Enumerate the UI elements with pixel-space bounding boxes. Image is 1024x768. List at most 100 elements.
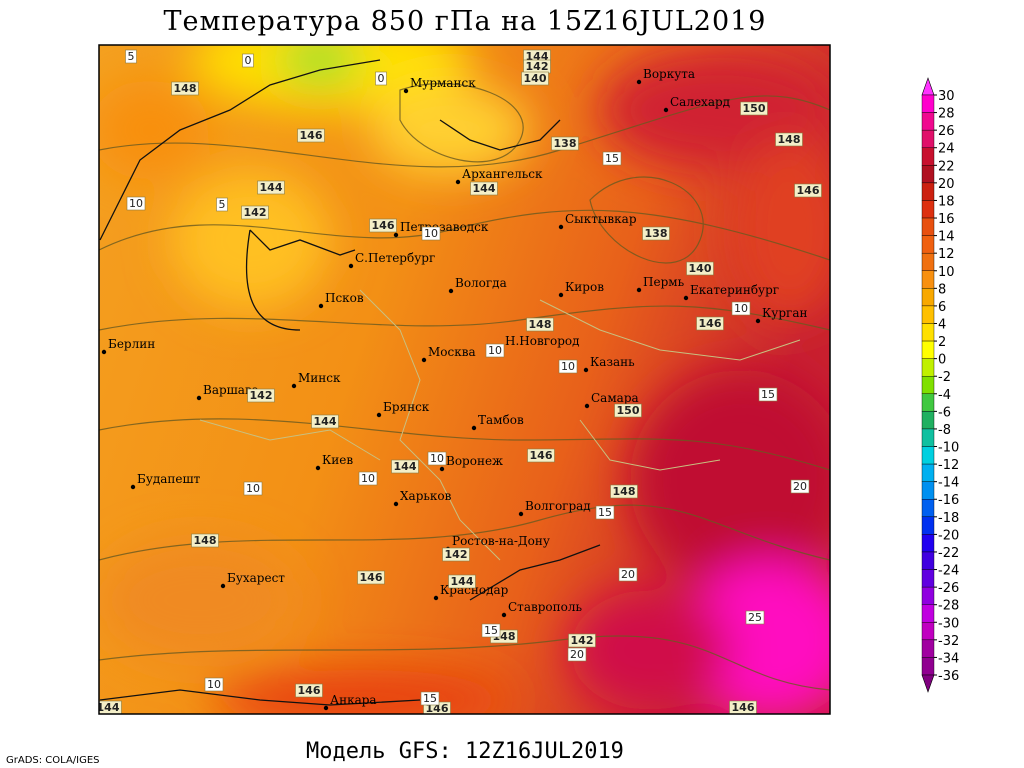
colorbar-segment — [921, 200, 935, 219]
height-label: 146 — [699, 317, 722, 330]
city-label: Бухарест — [227, 571, 285, 585]
height-label-box — [526, 317, 554, 332]
temperature-label: 10 — [246, 482, 260, 495]
height-label: 146 — [372, 219, 395, 232]
city-label: Самара — [591, 391, 639, 405]
city-dot — [130, 484, 136, 490]
city-dot — [663, 107, 669, 113]
height-label-box — [241, 205, 269, 220]
height-label-box — [369, 218, 397, 233]
colorbar-segment — [921, 534, 935, 553]
temperature-label-box — [485, 343, 505, 358]
colorbar-segment — [921, 393, 935, 412]
colorbar-segment — [921, 340, 935, 359]
city-dot — [393, 232, 399, 238]
temperature-label-box — [731, 301, 751, 316]
colorbar-tick-label: 22 — [938, 159, 955, 174]
city-dot — [584, 403, 590, 409]
city-label: Берлин — [108, 337, 155, 351]
colorbar-end — [921, 77, 935, 96]
city-label: Брянск — [383, 400, 430, 414]
city-dot — [433, 595, 439, 601]
city-dot — [318, 303, 324, 309]
colorbar-tick-label: -22 — [938, 546, 959, 561]
height-label-box — [99, 700, 122, 714]
colorbar-tick-label: 16 — [938, 212, 955, 227]
height-label: 148 — [613, 485, 636, 498]
colorbar-segment — [921, 639, 935, 658]
temperature-label-box — [216, 197, 228, 212]
city-label: Архангельск — [462, 167, 543, 181]
city-dot — [348, 263, 354, 269]
height-label-box — [247, 388, 275, 403]
borders — [199, 289, 801, 561]
height-label: 144 — [97, 701, 120, 714]
height-label: 140 — [689, 262, 712, 275]
city-dot — [448, 288, 454, 294]
temperature-label: 10 — [561, 360, 575, 373]
height-label-box — [521, 71, 549, 86]
height-label: 146 — [797, 184, 820, 197]
colorbar-segment — [921, 446, 935, 465]
colorbar-segment — [921, 604, 935, 623]
temperature-label: 20 — [793, 480, 807, 493]
colorbar-tick-label: -4 — [938, 388, 951, 403]
city-dot — [196, 395, 202, 401]
height-label-box — [527, 448, 555, 463]
height-label-box — [551, 136, 579, 151]
colorbar-segment — [921, 586, 935, 605]
height-label-box — [448, 574, 476, 589]
height-label: 148 — [529, 318, 552, 331]
temperature-label-box — [558, 359, 578, 374]
temperature-label: 15 — [761, 388, 775, 401]
city-dot — [220, 583, 226, 589]
city-dot — [755, 318, 761, 324]
colorbar-tick-label: -2 — [938, 370, 951, 385]
city-label: Салехард — [670, 95, 730, 109]
city-dot — [101, 349, 107, 355]
city-dot — [421, 357, 427, 363]
city-label: Воркута — [643, 67, 695, 81]
city-label: Волгоград — [525, 499, 591, 513]
map-field: Мурманск Воркута Салехард Архангельск Сыктыв… — [97, 45, 830, 714]
temperature-label-box — [427, 451, 447, 466]
colorbar-segment — [921, 129, 935, 148]
height-label-box — [357, 570, 385, 585]
height-label-box — [729, 700, 757, 714]
colorbar-tick-label: 2 — [938, 335, 946, 350]
temperature-label: 15 — [605, 152, 619, 165]
colorbar-segment — [921, 411, 935, 430]
temperature-label: 10 — [129, 197, 143, 210]
height-label-box — [171, 81, 199, 96]
height-label: 142 — [526, 60, 549, 73]
temperature-label-box — [602, 151, 622, 166]
city-dot — [323, 705, 329, 711]
height-label: 144 — [473, 182, 496, 195]
colorbar-tick-label: -32 — [938, 634, 959, 649]
temperature-label: 5 — [219, 198, 226, 211]
temperature-label-box — [421, 226, 441, 241]
colorbar-tick-label: -12 — [938, 458, 959, 473]
colorbar-segment — [921, 428, 935, 447]
height-label-box — [614, 403, 642, 418]
colorbar-segment — [921, 323, 935, 342]
city-dot — [683, 295, 689, 301]
temperature-label-box — [481, 623, 501, 638]
city-label: Воронеж — [446, 454, 503, 468]
colorbar-tick-label: 20 — [938, 177, 955, 192]
colorbar-end — [921, 674, 935, 693]
city-label: Екатеринбург — [690, 283, 779, 297]
temperature-label: 15 — [484, 624, 498, 637]
city-dot — [518, 511, 524, 517]
city-label: Вологда — [455, 276, 507, 290]
colorbar-segment — [921, 182, 935, 201]
height-label-box — [442, 547, 470, 562]
city-dot — [291, 383, 297, 389]
city-dot — [393, 501, 399, 507]
temperature-label: 20 — [570, 648, 584, 661]
height-label: 142 — [571, 634, 594, 647]
city-label: Киев — [322, 453, 353, 467]
height-label-box — [794, 183, 822, 198]
colorbar-tick-label: 28 — [938, 107, 955, 122]
credit: GrADS: COLA/IGES — [6, 755, 100, 766]
